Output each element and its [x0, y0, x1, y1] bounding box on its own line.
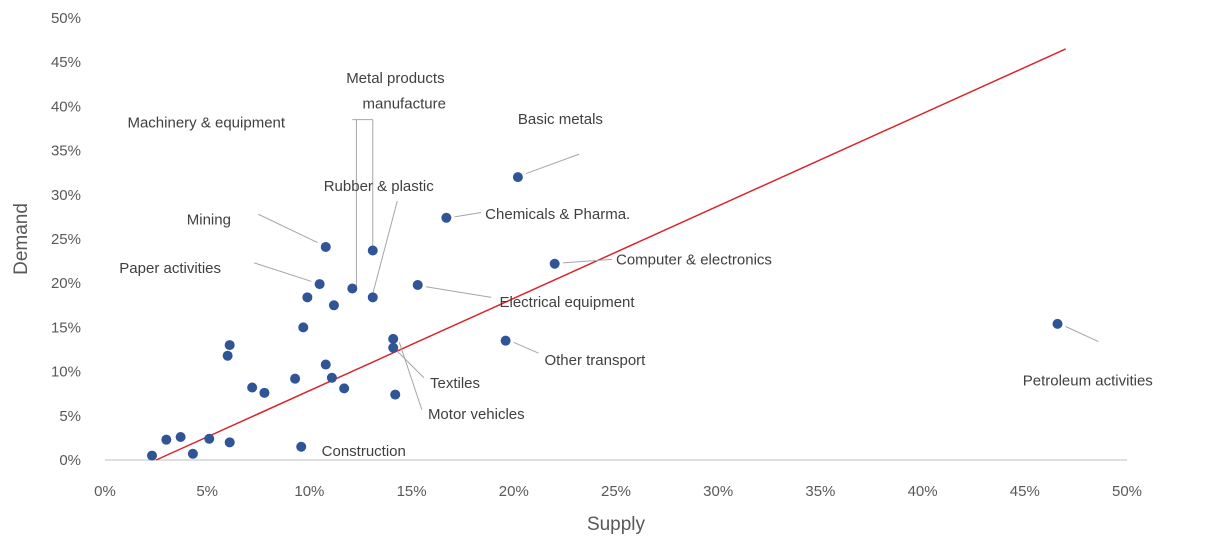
data-point: [175, 432, 186, 443]
y-tick-label: 30%: [51, 187, 81, 204]
annotation-label: Mining: [187, 212, 231, 229]
y-axis-title: Demand: [11, 203, 32, 275]
leader-lines: [254, 119, 1099, 410]
data-point: [298, 322, 309, 333]
x-axis-title: Supply: [587, 514, 646, 535]
data-point: [222, 350, 233, 361]
annotation-label: Machinery & equipment: [127, 114, 285, 131]
leader-line: [254, 262, 312, 282]
data-point: [367, 292, 378, 303]
x-tick-label: 35%: [805, 483, 835, 500]
x-tick-label: 5%: [196, 483, 218, 500]
leader-line: [562, 258, 612, 264]
data-point: [247, 382, 258, 393]
data-point: [320, 359, 331, 370]
leader-line: [454, 211, 482, 218]
data-point: [326, 372, 337, 383]
annotation-label: Chemicals & Pharma.: [485, 206, 630, 223]
y-tick-label: 40%: [51, 98, 81, 115]
y-tick-label: 50%: [51, 10, 81, 27]
data-point: [388, 342, 399, 353]
data-point: [296, 441, 307, 452]
annotation-label: Motor vehicles: [428, 406, 525, 423]
trendline-layer: [155, 48, 1066, 461]
data-point: [224, 437, 235, 448]
x-tick-label: 45%: [1010, 483, 1040, 500]
data-points: [147, 172, 1063, 461]
annotation-label: Paper activities: [119, 260, 221, 277]
annotation-label: manufacture: [363, 96, 446, 113]
annotation-label: Metal products: [346, 70, 444, 87]
x-tick-label: 20%: [499, 483, 529, 500]
data-point: [314, 279, 325, 290]
x-tick-label: 50%: [1112, 483, 1142, 500]
leader-line: [513, 341, 539, 354]
data-point: [339, 383, 350, 394]
data-point: [367, 245, 378, 256]
data-point: [161, 434, 172, 445]
data-point: [204, 433, 215, 444]
data-point: [441, 212, 452, 223]
data-point: [328, 300, 339, 311]
data-point: [390, 389, 401, 400]
x-tick-label: 15%: [397, 483, 427, 500]
data-point: [187, 448, 198, 459]
x-tick-label: 0%: [94, 483, 116, 500]
leader-line: [1065, 326, 1099, 342]
leader-line: [258, 213, 318, 243]
y-tick-label: 15%: [51, 319, 81, 336]
leader-line: [398, 342, 423, 410]
data-point: [259, 387, 270, 398]
x-tick-label: 40%: [908, 483, 938, 500]
y-tick-label: 0%: [59, 452, 81, 469]
axes: 0% 5% 10% 15% 20% 25% 30% 35% 40% 45% 50% 0% 5% 10% 15…: [51, 10, 1142, 500]
y-tick-label: 20%: [51, 275, 81, 292]
annotation-label: Construction: [322, 443, 406, 460]
leader-line: [372, 200, 398, 294]
annotation-label: Electrical equipment: [499, 294, 635, 311]
data-point: [224, 340, 235, 351]
x-tick-label: 30%: [703, 483, 733, 500]
x-tick-label: 25%: [601, 483, 631, 500]
data-point: [147, 450, 158, 461]
data-point: [388, 333, 399, 344]
leader-line: [425, 286, 492, 298]
annotations: Basic metals Metal products manufacture Mac…: [119, 70, 1153, 460]
data-point: [512, 172, 523, 183]
leader-line: [525, 153, 580, 175]
data-point: [500, 335, 511, 346]
y-tick-label: 5%: [59, 408, 81, 425]
data-point: [412, 279, 423, 290]
y-tick-label: 25%: [51, 231, 81, 248]
data-point: [1052, 318, 1063, 329]
annotation-label: Rubber & plastic: [324, 178, 435, 195]
trendline: [155, 48, 1066, 461]
data-point: [302, 292, 313, 303]
y-tick-label: 45%: [51, 54, 81, 71]
annotation-label: Textiles: [430, 375, 480, 392]
x-tick-label: 10%: [294, 483, 324, 500]
leader-line: [396, 350, 425, 379]
y-tick-label: 10%: [51, 364, 81, 381]
annotation-label: Other transport: [544, 352, 646, 369]
data-point: [549, 258, 560, 269]
data-point: [320, 241, 331, 252]
annotation-label: Petroleum activities: [1023, 372, 1153, 389]
annotation-label: Computer & electronics: [616, 251, 772, 268]
y-tick-label: 35%: [51, 143, 81, 160]
annotation-label: Basic metals: [518, 111, 603, 128]
data-point: [347, 283, 358, 294]
data-point: [290, 373, 301, 384]
